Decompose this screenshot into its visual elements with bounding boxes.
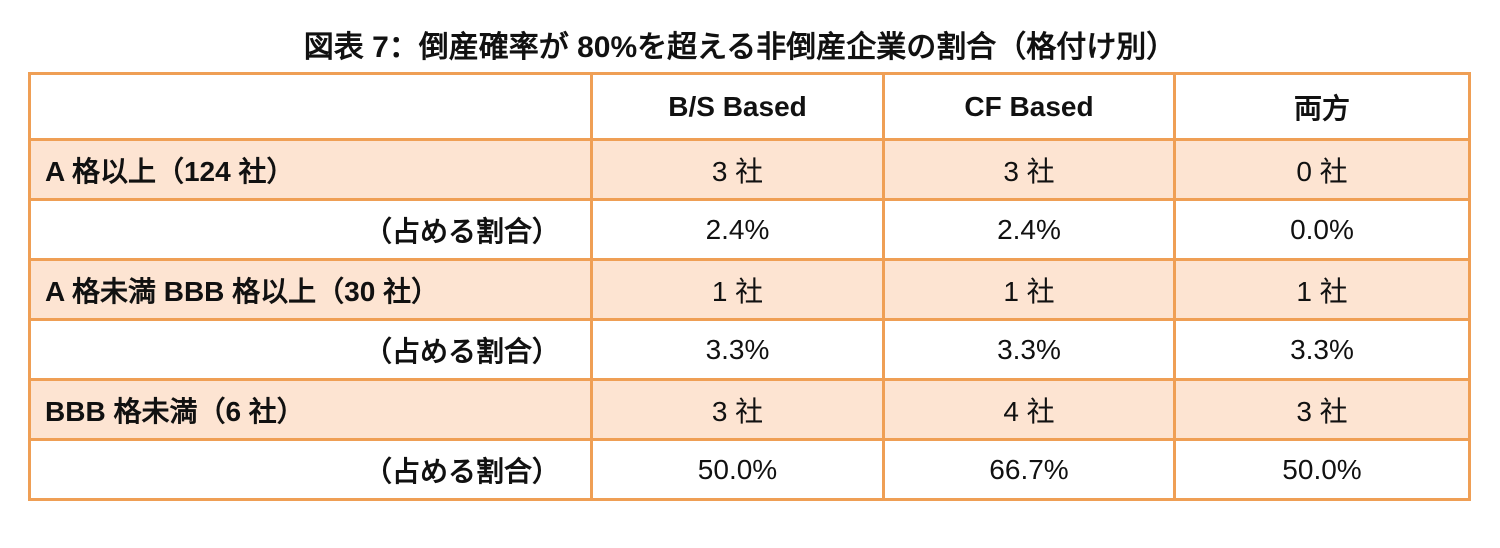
header-cell: 両方 [1173,72,1471,141]
header-cell: B/S Based [590,72,885,141]
cell: 1 社 [882,258,1176,321]
cell: 66.7% [882,438,1176,501]
table-row: （占める割合） 2.4% 2.4% 0.0% [28,198,1471,261]
cell: 3 社 [590,378,885,441]
cell: 3 社 [1173,378,1471,441]
cell: 50.0% [590,438,885,501]
table-row: （占める割合） 3.3% 3.3% 3.3% [28,318,1471,381]
header-cell [28,72,593,141]
row-label: BBB 格未満（6 社） [28,378,593,441]
cell: 3.3% [1173,318,1471,381]
cell: 4 社 [882,378,1176,441]
cell: 2.4% [590,198,885,261]
cell: 3.3% [882,318,1176,381]
cell: 0 社 [1173,138,1471,201]
header-cell: CF Based [882,72,1176,141]
row-label: （占める割合） [28,318,593,381]
title: 図表 7：倒産確率が 80%を超える非倒産企業の割合（格付け別） [303,31,1177,64]
row-label: A 格未満 BBB 格以上（30 社） [28,258,593,321]
cell: 3 社 [882,138,1176,201]
header-row: B/S Based CF Based 両方 [28,72,1471,141]
table-row: （占める割合） 50.0% 66.7% 50.0% [28,438,1471,501]
cell: 1 社 [1173,258,1471,321]
row-label: （占める割合） [28,438,593,501]
cell: 0.0% [1173,198,1471,261]
cell: 3.3% [590,318,885,381]
cell: 2.4% [882,198,1176,261]
row-label: （占める割合） [28,198,593,261]
cell: 3 社 [590,138,885,201]
row-label: A 格以上（124 社） [28,138,593,201]
cell: 1 社 [590,258,885,321]
cell: 50.0% [1173,438,1471,501]
